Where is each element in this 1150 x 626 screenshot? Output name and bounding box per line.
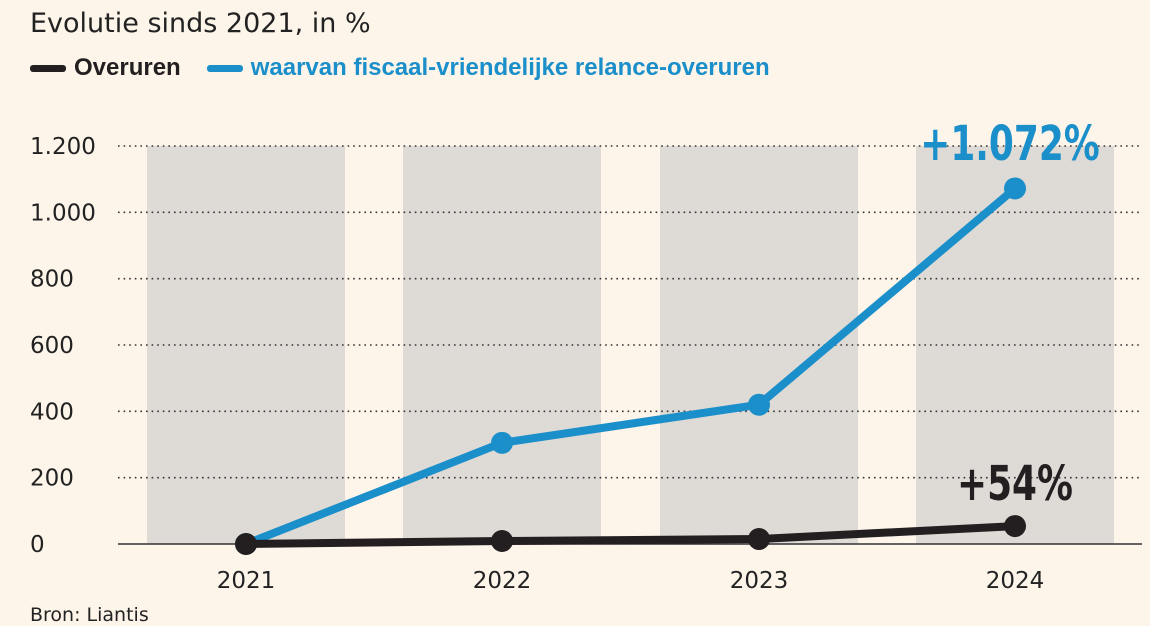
legend: Overuren waarvan fiscaal-vriendelijke re… — [30, 54, 796, 82]
legend-item-overuren: Overuren — [30, 54, 181, 82]
legend-swatch-overuren — [30, 64, 66, 72]
data-point — [491, 431, 513, 454]
data-point — [1004, 515, 1026, 538]
y-tick-label: 600 — [30, 333, 74, 359]
x-tick-label: 2023 — [730, 568, 789, 594]
annotation-relance: +1.072% — [920, 117, 1099, 173]
data-point — [1004, 177, 1026, 200]
y-tick-label: 1.000 — [30, 200, 96, 226]
chart-title: Evolutie sinds 2021, in % — [30, 8, 371, 39]
y-tick-label: 200 — [30, 466, 74, 492]
data-point — [748, 528, 770, 551]
annotation-overuren: +54% — [957, 457, 1073, 513]
source-note: Bron: Liantis — [30, 604, 149, 626]
data-point — [748, 393, 770, 416]
series-line-0 — [242, 522, 1019, 548]
legend-item-relance: waarvan fiscaal-vriendelijke relance-ove… — [206, 54, 770, 82]
x-tick-label: 2022 — [473, 568, 532, 594]
year-column-2022 — [403, 146, 601, 544]
legend-label-relance: waarvan fiscaal-vriendelijke relance-ove… — [250, 54, 770, 81]
series-line-1 — [242, 184, 1019, 548]
data-point — [235, 533, 257, 555]
legend-label-overuren: Overuren — [74, 54, 181, 81]
y-tick-label: 1.200 — [30, 134, 96, 160]
y-tick-label: 800 — [30, 267, 74, 293]
y-tick-label: 0 — [30, 532, 45, 558]
data-point — [491, 530, 513, 553]
x-tick-label: 2021 — [217, 568, 276, 594]
x-tick-label: 2024 — [986, 568, 1045, 594]
y-tick-label: 400 — [30, 399, 74, 425]
legend-swatch-relance — [206, 64, 243, 72]
